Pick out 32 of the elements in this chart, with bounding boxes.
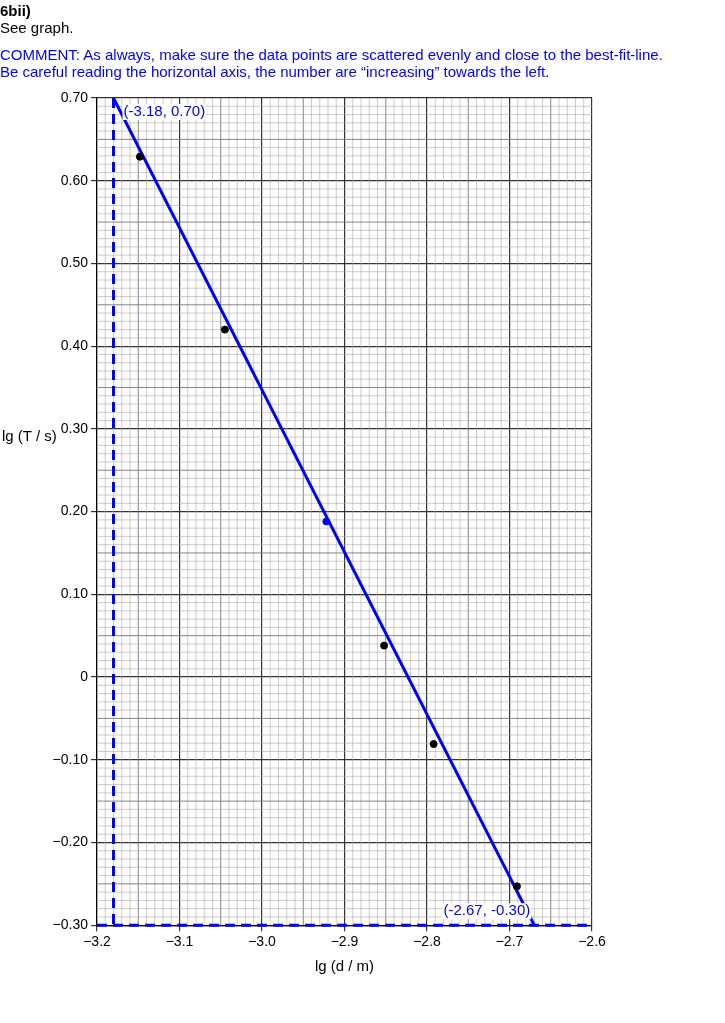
x-axis-title: lg (d / m)	[314, 957, 375, 975]
y-tick-label: 0.40	[60, 337, 89, 354]
point	[512, 882, 521, 891]
y-tick-label: 0.10	[60, 585, 89, 602]
y-tick-label: 0.20	[60, 502, 89, 519]
y-tick-label: −0.20	[52, 833, 89, 850]
y-tick-label: 0	[80, 667, 89, 684]
y-tick-label: 0.60	[60, 171, 89, 188]
y-tick-label: −0.30	[52, 916, 89, 933]
point	[322, 517, 331, 526]
x-tick-label: −2.6	[578, 933, 607, 950]
x-tick-label: −3.0	[248, 933, 277, 950]
x-tick-label: −2.7	[495, 933, 524, 950]
x-tick-label: −3.1	[165, 933, 194, 950]
point	[429, 740, 438, 749]
chart-title: 6bii)	[0, 2, 32, 19]
x-tick-label: −2.9	[330, 933, 359, 950]
y-tick-label: 0.50	[60, 254, 89, 271]
y-tick-label: 0.30	[60, 419, 89, 436]
annotation: (-2.67, -0.30)	[443, 901, 531, 919]
point	[135, 152, 144, 161]
point	[380, 641, 389, 650]
y-tick-label: −0.10	[52, 750, 89, 767]
x-tick-label: −2.8	[413, 933, 442, 950]
chart-subtitle: See graph.	[0, 19, 75, 36]
y-axis-title: lg (T / s)	[2, 427, 57, 445]
x-tick-label: −3.2	[83, 933, 112, 950]
y-tick-label: 0.70	[60, 88, 89, 105]
text: Be careful reading the horizontal axis, the number are “increasing” towards the left.	[0, 63, 551, 80]
text: COMMENT: As always, make sure the data points are scattered evenly and close to the best-fit-line.	[0, 46, 664, 63]
point	[220, 325, 229, 334]
annotation: (-3.18, 0.70)	[123, 102, 206, 120]
